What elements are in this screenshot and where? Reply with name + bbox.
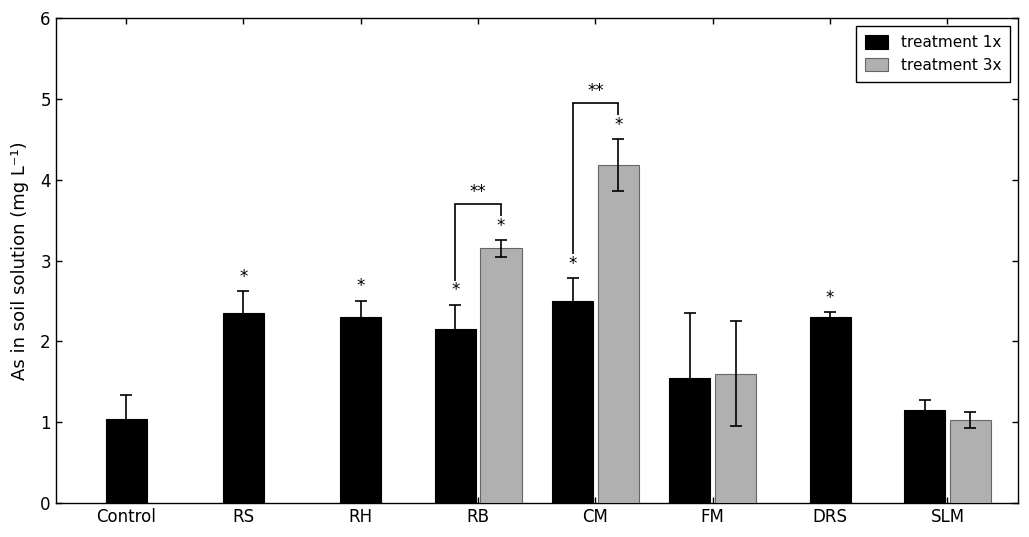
Legend: treatment 1x, treatment 3x: treatment 1x, treatment 3x	[856, 26, 1010, 82]
Bar	[598, 165, 639, 503]
Text: *: *	[826, 288, 835, 307]
Text: *: *	[451, 281, 459, 299]
Text: *: *	[240, 267, 248, 286]
Bar	[950, 420, 991, 503]
Bar	[670, 378, 710, 503]
Bar	[715, 374, 756, 503]
Bar	[223, 313, 264, 503]
Text: *: *	[614, 115, 623, 134]
Bar	[341, 317, 382, 503]
Bar	[434, 329, 475, 503]
Bar	[481, 249, 522, 503]
Text: *: *	[497, 217, 505, 235]
Bar	[810, 317, 851, 503]
Text: **: **	[588, 82, 604, 100]
Text: *: *	[357, 277, 365, 295]
Bar	[904, 410, 946, 503]
Text: **: **	[470, 183, 487, 201]
Text: *: *	[568, 255, 577, 273]
Bar	[106, 419, 147, 503]
Bar	[552, 301, 593, 503]
Y-axis label: As in soil solution (mg L⁻¹): As in soil solution (mg L⁻¹)	[11, 141, 29, 380]
